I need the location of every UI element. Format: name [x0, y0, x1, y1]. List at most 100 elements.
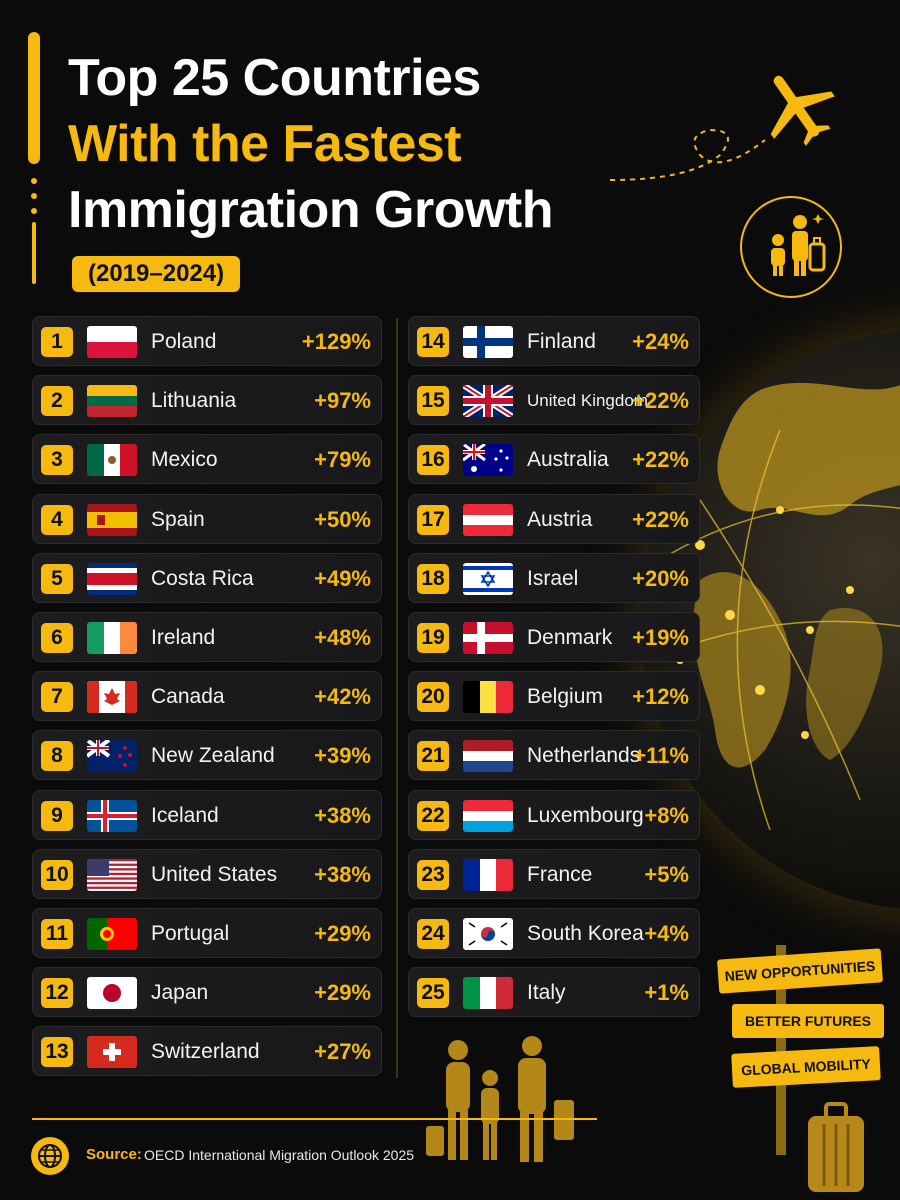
flight-path [609, 128, 766, 181]
denmark-flag-icon [463, 622, 513, 654]
travelers-illustration [426, 1036, 574, 1162]
country-name: New Zealand [151, 744, 275, 767]
country-name: Portugal [151, 922, 230, 945]
country-name: Iceland [151, 804, 219, 827]
growth-value: +24% [632, 329, 689, 354]
airplane-icon [770, 75, 835, 146]
growth-value: +39% [314, 743, 371, 768]
france-flag-icon [463, 859, 513, 891]
rank-badge: 16 [417, 445, 449, 475]
growth-value: +11% [633, 743, 689, 768]
australia-flag-icon [463, 444, 513, 476]
country-name: Canada [151, 685, 225, 708]
austria-flag-icon [463, 504, 513, 536]
rank-badge: 17 [417, 505, 449, 535]
growth-value: +97% [314, 388, 371, 413]
growth-value: +20% [632, 566, 689, 591]
table-row: 22 Luxembourg +8% [408, 790, 700, 840]
united-kingdom-flag-icon [463, 385, 513, 417]
globe-icon [31, 1137, 69, 1175]
rank-badge: 8 [41, 741, 73, 771]
table-row: 9 Iceland +38% [32, 790, 382, 840]
rank-badge: 12 [41, 978, 73, 1008]
belgium-flag-icon [463, 681, 513, 713]
japan-flag-icon [87, 977, 137, 1009]
rank-badge: 19 [417, 623, 449, 653]
rank-badge: 21 [417, 741, 449, 771]
table-row: 6 Ireland +48% [32, 612, 382, 662]
rank-badge: 6 [41, 623, 73, 653]
sign-new-opportunities: NEW OPPORTUNITIES [717, 948, 883, 994]
growth-value: +50% [314, 507, 371, 532]
growth-value: +29% [314, 980, 371, 1005]
country-name: Switzerland [151, 1040, 260, 1063]
table-row: 7 Canada +42% [32, 671, 382, 721]
country-name: Denmark [527, 626, 613, 649]
table-row: 13 Switzerland +27% [32, 1026, 382, 1076]
growth-value: +49% [314, 566, 371, 591]
table-row: 21 Netherlands +11% [408, 730, 700, 780]
rank-badge: 10 [41, 860, 73, 890]
country-name: Australia [527, 448, 609, 471]
portugal-flag-icon [87, 918, 137, 950]
country-name: Israel [527, 567, 579, 590]
country-name: Mexico [151, 448, 218, 471]
switzerland-flag-icon [87, 1036, 137, 1068]
country-name: Austria [527, 508, 593, 531]
table-row: 19 Denmark +19% [408, 612, 700, 662]
table-row: 10 United States +38% [32, 849, 382, 899]
signpost [776, 945, 786, 1155]
country-name: United Kingdom [527, 391, 648, 410]
rank-badge: 24 [417, 919, 449, 949]
growth-value: +12% [632, 684, 689, 709]
country-name: South Korea [527, 922, 644, 945]
rank-badge: 1 [41, 327, 73, 357]
growth-value: +1% [644, 980, 689, 1005]
rank-badge: 14 [417, 327, 449, 357]
rank-badge: 13 [41, 1037, 73, 1067]
country-name: Finland [527, 330, 596, 353]
table-row: 4 Spain +50% [32, 494, 382, 544]
ireland-flag-icon [87, 622, 137, 654]
finland-flag-icon [463, 326, 513, 358]
growth-value: +79% [314, 447, 371, 472]
mexico-flag-icon [87, 444, 137, 476]
table-row: 20 Belgium +12% [408, 671, 700, 721]
table-row: 8 New Zealand +39% [32, 730, 382, 780]
growth-value: +38% [314, 862, 371, 887]
country-name: Belgium [527, 685, 603, 708]
country-name: Costa Rica [151, 567, 254, 590]
poland-flag-icon [87, 326, 137, 358]
suitcase-illustration [808, 1102, 864, 1192]
accent-dot [31, 178, 37, 184]
rank-badge: 5 [41, 564, 73, 594]
column-divider [396, 318, 398, 1078]
growth-value: +22% [632, 447, 689, 472]
table-row: 16 Australia +22% [408, 434, 700, 484]
new-zealand-flag-icon [87, 740, 137, 772]
costa-rica-flag-icon [87, 563, 137, 595]
accent-dot [31, 208, 37, 214]
sign-better-futures: BETTER FUTURES [732, 1004, 884, 1038]
growth-value: +8% [644, 803, 689, 828]
canada-flag-icon [87, 681, 137, 713]
lithuania-flag-icon [87, 385, 137, 417]
title-line-3: Immigration Growth [68, 181, 554, 239]
title-line-2: With the Fastest [68, 115, 462, 173]
rank-badge: 11 [41, 919, 73, 949]
source-text: OECD International Migration Outlook 202… [144, 1147, 415, 1163]
growth-value: +4% [644, 921, 689, 946]
growth-value: +29% [314, 921, 371, 946]
rank-badge: 3 [41, 445, 73, 475]
country-name: Lithuania [151, 389, 237, 412]
growth-value: +5% [644, 862, 689, 887]
growth-value: +27% [314, 1039, 371, 1064]
israel-flag-icon [463, 563, 513, 595]
accent-line [32, 222, 36, 284]
netherlands-flag-icon [463, 740, 513, 772]
footer-divider [32, 1118, 597, 1120]
country-name: Ireland [151, 626, 216, 649]
south-korea-flag-icon [463, 918, 513, 950]
rank-badge: 4 [41, 505, 73, 535]
